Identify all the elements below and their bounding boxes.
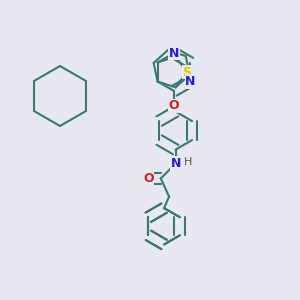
Text: O: O [169, 99, 179, 112]
Text: N: N [169, 46, 179, 59]
Text: O: O [143, 172, 154, 185]
Text: N: N [170, 157, 181, 170]
Text: H: H [184, 157, 192, 167]
Text: S: S [182, 65, 191, 79]
Text: N: N [185, 75, 196, 88]
